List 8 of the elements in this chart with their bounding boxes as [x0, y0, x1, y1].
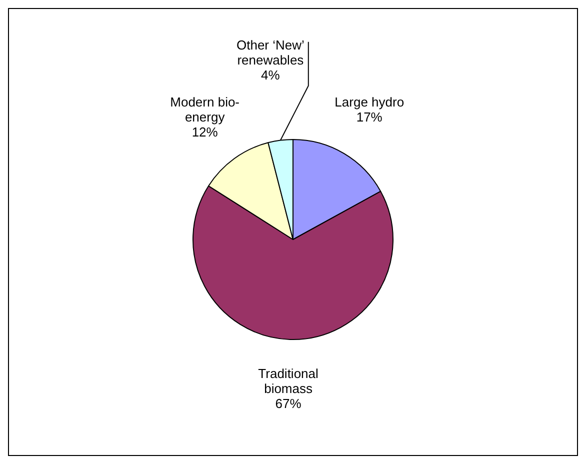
slice-label: Large hydro	[334, 94, 404, 110]
data-label: 4%	[261, 67, 280, 82]
slice-label: Traditional biomass	[258, 366, 319, 396]
slice-label: Other ‘New’ renewables	[236, 37, 304, 68]
data-label: 12%	[192, 124, 218, 140]
slice-label: Modern bio-energy	[170, 94, 240, 125]
data-label: 67%	[275, 396, 302, 412]
data-label: 17%	[356, 109, 383, 124]
